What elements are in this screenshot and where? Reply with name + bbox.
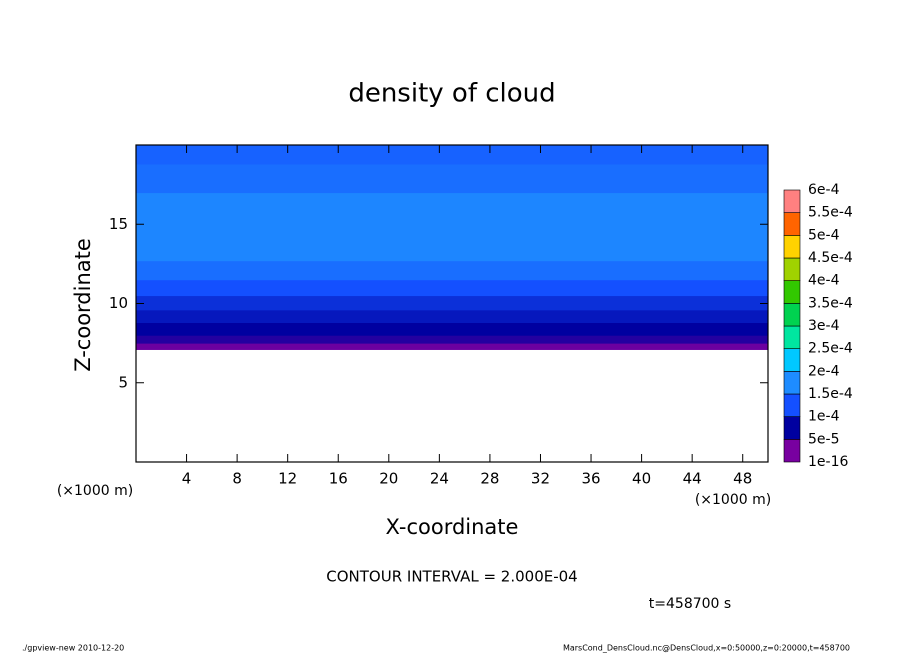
colorbar-label: 1e-16	[808, 454, 848, 470]
x-tick-label: 20	[379, 470, 398, 488]
y-tick-label: 15	[109, 215, 128, 233]
y-tick-label: 5	[118, 373, 128, 391]
x-tick-label: 40	[632, 470, 651, 488]
colorbar-label: 4e-4	[808, 273, 840, 289]
colorbar-box	[783, 235, 801, 259]
x-tick-label: 24	[430, 470, 449, 488]
chart-title: density of cloud	[348, 79, 555, 109]
colorbar-label: 6e-4	[808, 182, 840, 198]
colorbar-box	[783, 303, 801, 327]
x-tick-label: 16	[329, 470, 348, 488]
colorbar-label: 1e-4	[808, 409, 840, 425]
footer-left: ./gpview-new 2010-12-20	[22, 644, 124, 653]
colorbar-label: 1.5e-4	[808, 386, 853, 402]
colorbar-label: 2e-4	[808, 363, 840, 379]
density-band	[136, 335, 768, 344]
colorbar-box	[783, 416, 801, 440]
x-tick-label: 44	[683, 470, 702, 488]
x-tick-label: 36	[581, 470, 600, 488]
density-band	[136, 164, 768, 194]
colorbar-box	[783, 257, 801, 281]
density-band	[136, 309, 768, 324]
x-tick-label: 4	[182, 470, 192, 488]
density-band	[136, 295, 768, 311]
colorbar-box	[783, 393, 801, 417]
colorbar-box	[783, 212, 801, 236]
x-tick-label: 8	[232, 470, 242, 488]
colorbar-box	[783, 325, 801, 349]
density-band	[136, 192, 768, 262]
colorbar-box	[783, 280, 801, 304]
time-label: t=458700 s	[649, 596, 731, 612]
density-band	[136, 322, 768, 336]
y-axis-label: Z-coordinate	[71, 238, 95, 372]
x-tick-label: 28	[480, 470, 499, 488]
colorbar-box	[783, 189, 801, 213]
y-tick-label: 10	[109, 294, 128, 312]
density-band	[136, 279, 768, 297]
colorbar-box	[783, 371, 801, 395]
colorbar-label: 5e-4	[808, 227, 840, 243]
footer-right: MarsCond_DensCloud.nc@DensCloud,x=0:5000…	[563, 644, 850, 653]
colorbar-box	[783, 439, 801, 463]
colorbar-label: 2.5e-4	[808, 341, 853, 357]
colorbar-label: 3.5e-4	[808, 295, 853, 311]
colorbar-label: 3e-4	[808, 318, 840, 334]
x-tick-label: 12	[278, 470, 297, 488]
density-band	[136, 145, 768, 165]
y-unit: (×1000 m)	[57, 483, 133, 499]
colorbar-label: 4.5e-4	[808, 250, 853, 266]
contour-interval: CONTOUR INTERVAL = 2.000E-04	[326, 568, 577, 586]
density-band	[136, 260, 768, 281]
density-band	[136, 343, 768, 350]
colorbar-box	[783, 348, 801, 372]
colorbar-label: 5.5e-4	[808, 205, 853, 221]
x-tick-label: 48	[733, 470, 752, 488]
x-unit: (×1000 m)	[695, 492, 771, 508]
x-tick-label: 32	[531, 470, 550, 488]
x-axis-label: X-coordinate	[386, 515, 519, 539]
colorbar-label: 5e-5	[808, 431, 839, 447]
